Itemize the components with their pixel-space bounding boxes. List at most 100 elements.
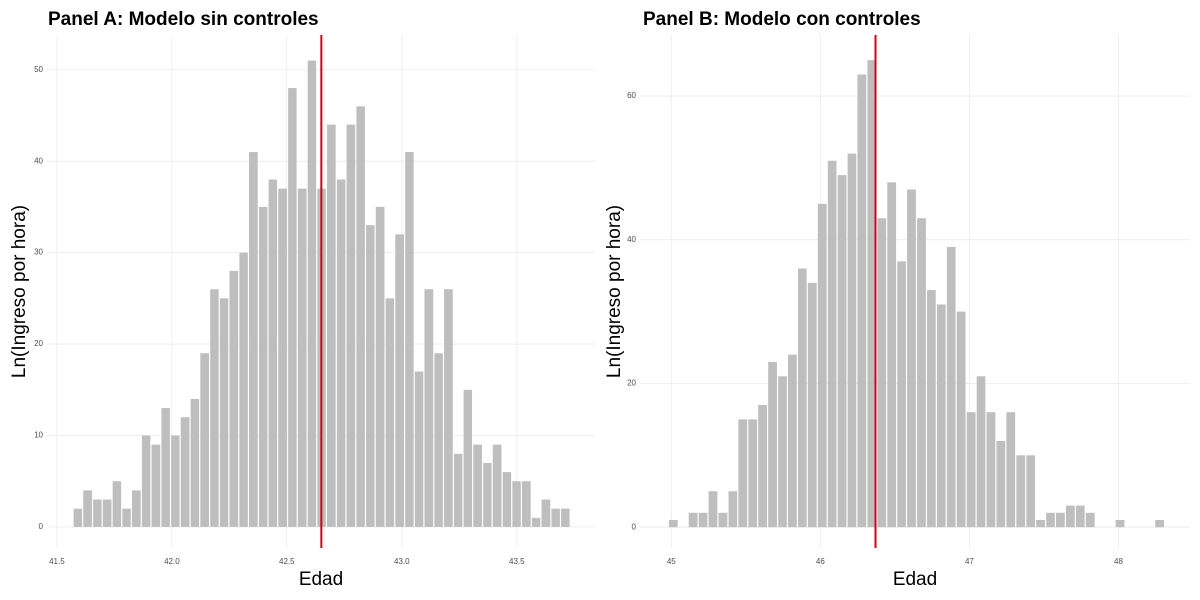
bar — [258, 206, 268, 527]
x-tick-label: 43.5 — [509, 557, 525, 566]
bar — [122, 508, 131, 527]
bar — [768, 361, 777, 528]
bar — [1056, 512, 1065, 528]
bar — [131, 490, 141, 527]
bar — [1006, 412, 1016, 528]
y-tick-label: 0 — [632, 522, 637, 531]
bar — [668, 519, 678, 528]
bar — [758, 405, 767, 528]
bar — [877, 218, 887, 528]
bar — [483, 462, 492, 527]
bar — [375, 206, 385, 527]
bar — [492, 444, 502, 527]
x-tick-label: 41.5 — [49, 557, 65, 566]
bar — [1065, 505, 1075, 528]
bar — [161, 408, 170, 527]
x-tick-label: 47 — [965, 557, 974, 566]
bar — [996, 440, 1006, 528]
y-tick-label: 40 — [627, 235, 636, 244]
bar — [395, 234, 404, 527]
bar — [180, 417, 190, 527]
bar — [867, 60, 877, 528]
bar — [778, 376, 787, 528]
bar — [102, 499, 112, 527]
bar — [200, 353, 209, 527]
bar — [268, 179, 278, 527]
bar — [688, 512, 698, 528]
bar — [502, 472, 512, 527]
bar — [531, 517, 541, 527]
bar — [434, 353, 443, 527]
bar — [83, 490, 92, 527]
bar — [698, 512, 708, 528]
bar — [210, 289, 219, 527]
bar — [151, 444, 161, 527]
bar — [847, 153, 857, 528]
bar — [278, 188, 287, 527]
bar — [356, 106, 365, 527]
bar — [366, 225, 375, 527]
bar — [93, 499, 102, 527]
bar — [936, 304, 946, 528]
bar — [976, 376, 986, 528]
bar — [887, 182, 897, 528]
y-tick-label: 0 — [39, 522, 44, 531]
bar — [561, 508, 570, 527]
bar — [927, 290, 936, 528]
bar — [966, 412, 976, 528]
bar — [907, 189, 916, 528]
x-tick-label: 45 — [667, 557, 676, 566]
bar — [239, 252, 248, 527]
panel-title: Panel A: Modelo sin controles — [48, 9, 319, 30]
bar — [956, 311, 966, 528]
x-axis-title: Edad — [893, 569, 937, 590]
bar — [405, 152, 414, 527]
bar — [986, 412, 996, 528]
bar — [190, 398, 200, 527]
bar — [797, 268, 807, 528]
bar — [385, 298, 395, 527]
bar — [917, 218, 926, 528]
bar — [897, 261, 906, 528]
y-tick-label: 20 — [34, 339, 43, 348]
bar — [307, 60, 317, 527]
bar — [473, 444, 482, 527]
x-axis-title: Edad — [299, 569, 343, 590]
bar — [718, 512, 728, 528]
bar — [171, 435, 180, 527]
bar — [738, 419, 748, 528]
bar — [73, 508, 83, 527]
bar — [946, 246, 956, 528]
bar — [1075, 505, 1085, 528]
bar — [346, 124, 356, 527]
bar — [1046, 512, 1055, 528]
y-axis-title: Ln(Ingreso por hora) — [604, 205, 625, 378]
bar — [444, 289, 453, 527]
bar — [1016, 455, 1026, 528]
bar — [249, 152, 258, 527]
x-tick-label: 46 — [816, 557, 825, 566]
bar — [424, 289, 434, 527]
bar — [1036, 519, 1045, 528]
bar — [1155, 519, 1165, 528]
bar — [748, 419, 758, 528]
x-tick-label: 43.0 — [394, 557, 410, 566]
panel-title: Panel B: Modelo con controles — [643, 9, 921, 30]
bar — [728, 491, 738, 528]
bar — [297, 188, 307, 527]
x-tick-label: 42.0 — [164, 557, 180, 566]
bar — [827, 160, 837, 528]
bar — [327, 124, 336, 527]
bar — [857, 74, 867, 528]
y-tick-label: 10 — [34, 431, 43, 440]
bar — [288, 88, 297, 527]
bar — [1026, 455, 1035, 528]
y-tick-label: 20 — [627, 379, 636, 388]
bar — [837, 175, 847, 528]
bar — [512, 481, 521, 527]
bar — [817, 203, 827, 528]
bar — [463, 389, 473, 527]
bar — [807, 282, 817, 528]
bar — [551, 508, 560, 527]
